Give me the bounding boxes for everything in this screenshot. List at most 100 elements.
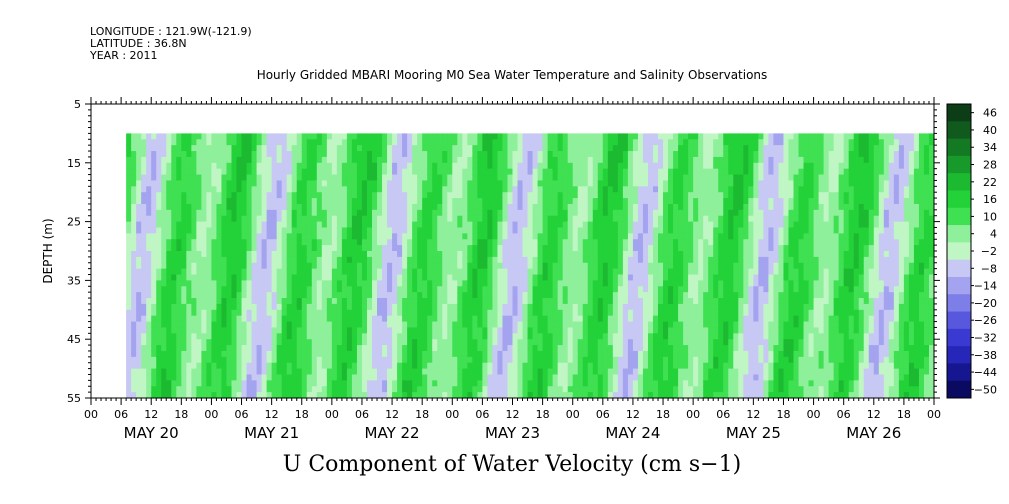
heatmap-cell	[301, 162, 308, 170]
heatmap-cell	[226, 309, 233, 317]
heatmap-cell	[602, 386, 609, 393]
heatmap-cell	[321, 274, 328, 281]
heatmap-cell	[226, 145, 233, 152]
heatmap-cell	[336, 186, 343, 193]
heatmap-cell	[512, 309, 519, 317]
heatmap-cell	[281, 327, 288, 334]
heatmap-cell	[166, 374, 172, 381]
heatmap-cell	[361, 215, 368, 223]
heatmap-cell	[361, 315, 368, 323]
heatmap-cell	[271, 139, 278, 146]
heatmap-cell	[281, 186, 288, 193]
heatmap-cell	[131, 274, 137, 281]
heatmap-cell	[422, 168, 428, 176]
heatmap-cell	[422, 362, 428, 370]
heatmap-cell	[311, 362, 318, 370]
heatmap-cell	[387, 145, 393, 152]
heatmap-cell	[296, 262, 303, 270]
heatmap-cell	[522, 203, 529, 211]
heatmap-cell	[592, 321, 599, 329]
heatmap-cell	[351, 221, 358, 229]
heatmap-cell	[356, 356, 363, 364]
heatmap-cell	[196, 362, 202, 370]
heatmap-cell	[457, 274, 463, 281]
heatmap-cell	[492, 298, 499, 305]
heatmap-cell	[502, 298, 509, 305]
heatmap-cell	[397, 192, 403, 199]
heatmap-cell	[542, 145, 549, 152]
heatmap-cell	[452, 292, 458, 299]
heatmap-cell	[356, 139, 363, 146]
heatmap-cell	[417, 156, 423, 164]
heatmap-cell	[422, 333, 428, 340]
heatmap-cell	[221, 356, 228, 364]
heatmap-cell	[437, 374, 443, 381]
heatmap-cell	[612, 356, 619, 364]
heatmap-cell	[241, 221, 248, 229]
heatmap-cell	[301, 180, 308, 187]
heatmap-cell	[151, 268, 157, 276]
heatmap-cell	[502, 245, 509, 252]
heatmap-cell	[562, 392, 569, 398]
heatmap-cell	[166, 345, 172, 352]
heatmap-cell	[392, 239, 398, 246]
heatmap-cell	[492, 315, 499, 323]
heatmap-cell	[532, 303, 539, 311]
heatmap-cell	[537, 168, 544, 176]
heatmap-cell	[281, 380, 288, 387]
heatmap-cell	[331, 286, 338, 293]
heatmap-cell	[161, 180, 167, 187]
heatmap-cell	[216, 356, 223, 364]
heatmap-cell	[457, 245, 463, 252]
heatmap-cell	[627, 209, 634, 217]
heatmap-cell	[316, 151, 323, 158]
heatmap-cell	[437, 192, 443, 199]
heatmap-cell	[126, 309, 132, 317]
heatmap-cell	[221, 303, 228, 311]
heatmap-cell	[592, 280, 599, 287]
heatmap-cell	[397, 198, 403, 205]
heatmap-cell	[166, 251, 172, 258]
heatmap-cell	[577, 345, 584, 352]
heatmap-cell	[276, 215, 283, 223]
heatmap-cell	[211, 227, 218, 234]
heatmap-cell	[331, 262, 338, 270]
heatmap-cell	[432, 209, 438, 217]
heatmap-cell	[351, 321, 358, 329]
heatmap-cell	[226, 227, 233, 234]
heatmap-cell	[351, 209, 358, 217]
heatmap-cell	[397, 380, 403, 387]
heatmap-cell	[532, 321, 539, 329]
heatmap-cell	[537, 286, 544, 293]
heatmap-cell	[241, 339, 248, 346]
heatmap-cell	[532, 233, 539, 240]
heatmap-cell	[542, 298, 549, 305]
heatmap-cell	[452, 268, 458, 276]
heatmap-cell	[231, 356, 238, 364]
heatmap-cell	[276, 209, 283, 217]
heatmap-cell	[211, 203, 218, 211]
heatmap-cell	[517, 186, 524, 193]
heatmap-cell	[562, 192, 569, 199]
heatmap-cell	[186, 268, 192, 276]
heatmap-cell	[181, 227, 187, 234]
heatmap-cell	[171, 333, 177, 340]
heatmap-cell	[191, 292, 197, 299]
heatmap-cell	[206, 315, 213, 323]
heatmap-cell	[181, 251, 187, 258]
heatmap-cell	[647, 321, 654, 329]
heatmap-cell	[236, 327, 243, 334]
heatmap-cell	[658, 315, 664, 323]
heatmap-cell	[146, 215, 152, 223]
heatmap-cell	[437, 274, 443, 281]
heatmap-cell	[181, 168, 187, 176]
heatmap-cell	[467, 380, 473, 387]
heatmap-cell	[632, 168, 639, 176]
heatmap-cell	[236, 345, 243, 352]
heatmap-cell	[136, 227, 142, 234]
heatmap-cell	[527, 227, 534, 234]
heatmap-cell	[632, 274, 639, 281]
heatmap-cell	[226, 386, 233, 393]
heatmap-cell	[331, 350, 338, 358]
heatmap-cell	[552, 309, 559, 317]
